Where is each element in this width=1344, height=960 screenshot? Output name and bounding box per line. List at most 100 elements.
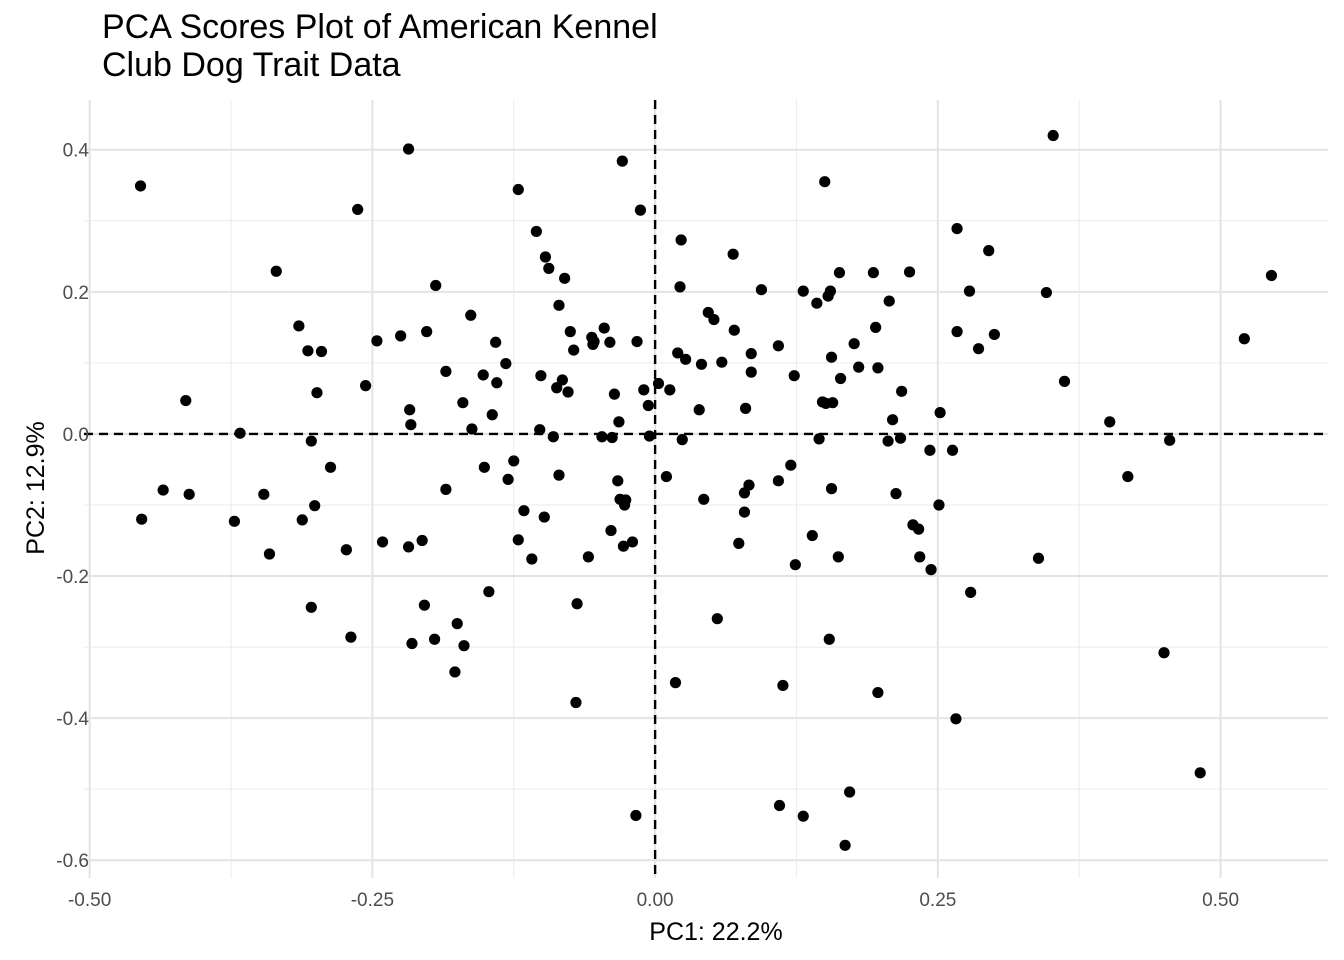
data-point xyxy=(309,500,321,512)
y-axis-ticks: -0.6 -0.4 -0.2 0.0 0.2 0.4 xyxy=(56,141,89,873)
data-point xyxy=(811,297,823,309)
data-point xyxy=(642,399,654,412)
data-point xyxy=(556,374,568,386)
data-point xyxy=(530,225,542,238)
data-point xyxy=(631,335,643,348)
data-point xyxy=(733,537,745,549)
data-point xyxy=(698,493,710,505)
data-point xyxy=(234,427,246,439)
data-point xyxy=(950,713,962,725)
data-point xyxy=(1194,767,1206,779)
y-tick-label: -0.2 xyxy=(56,567,89,588)
data-point xyxy=(605,524,617,537)
data-point xyxy=(924,444,936,456)
data-point xyxy=(882,435,894,447)
data-point xyxy=(716,356,728,368)
data-point xyxy=(562,386,574,398)
data-point xyxy=(588,335,600,348)
data-point xyxy=(451,618,463,630)
data-point xyxy=(872,686,884,699)
minor-gridlines xyxy=(84,100,1328,878)
data-point xyxy=(739,402,752,414)
x-tick-label: 0.25 xyxy=(919,890,956,911)
data-point xyxy=(512,534,524,546)
data-point xyxy=(1040,286,1053,299)
data-point xyxy=(773,799,786,812)
data-point xyxy=(570,696,582,709)
data-point xyxy=(604,336,616,348)
data-point xyxy=(832,551,844,563)
data-point xyxy=(526,553,538,565)
data-point xyxy=(824,285,837,297)
data-point xyxy=(180,394,192,407)
data-point xyxy=(652,377,665,390)
data-point xyxy=(813,433,825,445)
data-point xyxy=(406,637,418,650)
reference-lines xyxy=(84,100,1328,878)
data-point xyxy=(543,262,555,274)
data-point xyxy=(340,544,352,556)
data-point xyxy=(305,435,317,447)
data-point xyxy=(157,484,169,496)
data-point xyxy=(963,285,976,297)
data-point xyxy=(596,431,608,443)
data-point xyxy=(421,326,433,338)
data-point xyxy=(896,385,908,397)
data-point xyxy=(477,369,489,381)
data-point xyxy=(676,434,688,446)
data-point xyxy=(371,335,383,347)
data-point xyxy=(568,344,580,356)
data-point xyxy=(983,245,995,257)
data-point xyxy=(693,404,705,416)
data-point xyxy=(183,488,195,500)
data-point xyxy=(660,470,673,483)
data-point xyxy=(136,513,148,525)
data-point xyxy=(755,284,768,296)
data-point xyxy=(359,380,372,392)
data-point xyxy=(772,475,784,487)
data-point xyxy=(806,529,818,542)
data-point xyxy=(395,330,407,342)
data-point xyxy=(788,370,800,382)
data-point xyxy=(553,469,565,481)
data-point xyxy=(535,370,547,382)
data-point xyxy=(376,536,389,548)
data-point xyxy=(547,431,559,443)
data-point xyxy=(825,351,838,363)
data-point xyxy=(311,387,323,399)
data-point xyxy=(872,362,884,374)
data-point xyxy=(1032,552,1045,564)
data-point xyxy=(465,309,477,321)
data-point xyxy=(1104,416,1116,428)
data-point xyxy=(402,541,415,553)
data-point xyxy=(608,388,620,400)
data-point xyxy=(965,586,977,598)
data-point xyxy=(612,475,624,487)
data-point xyxy=(293,320,305,332)
data-point xyxy=(913,523,925,535)
data-point xyxy=(890,488,902,500)
data-point xyxy=(853,361,865,373)
data-point xyxy=(440,483,452,495)
data-point xyxy=(883,295,895,307)
data-point xyxy=(789,559,801,571)
data-point xyxy=(512,183,524,196)
data-point xyxy=(416,534,428,547)
x-tick-label: -0.25 xyxy=(351,890,394,911)
data-point xyxy=(270,265,282,277)
data-point xyxy=(613,416,625,428)
data-point xyxy=(844,786,856,798)
data-point xyxy=(1158,647,1170,659)
x-tick-label: 0.50 xyxy=(1202,890,1239,911)
data-point xyxy=(518,505,530,517)
x-tick-label: 0.00 xyxy=(637,890,674,911)
data-point xyxy=(1164,434,1176,446)
data-point xyxy=(797,810,809,822)
major-gridlines xyxy=(84,100,1328,878)
data-point xyxy=(551,382,563,394)
data-point xyxy=(819,176,831,188)
data-point xyxy=(508,455,520,467)
data-point xyxy=(833,267,846,279)
data-point xyxy=(887,414,899,426)
